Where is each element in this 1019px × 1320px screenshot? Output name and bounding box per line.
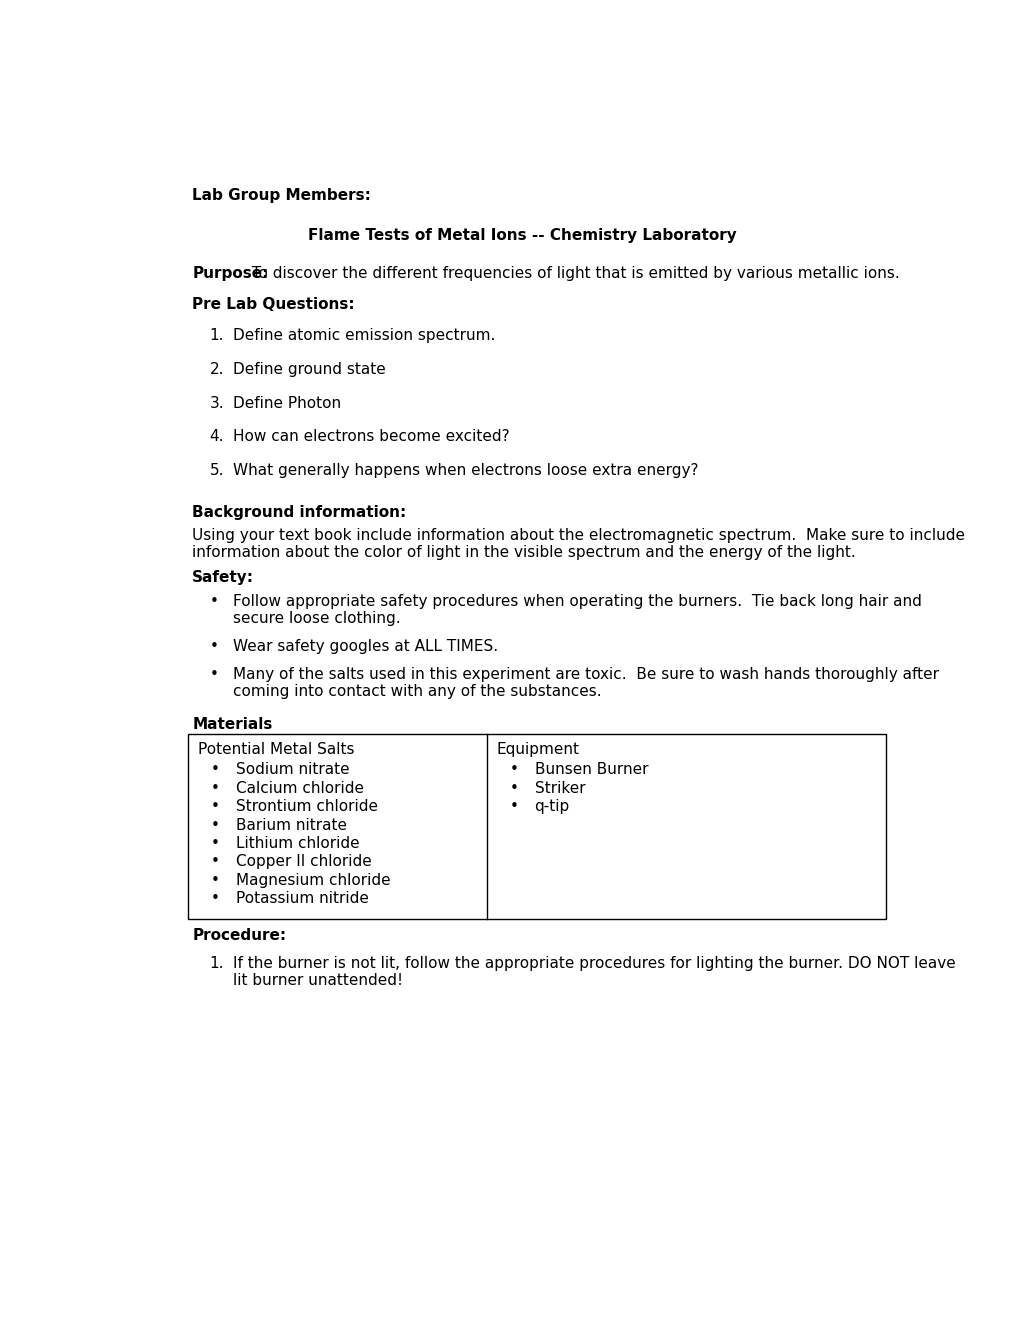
Text: If the burner is not lit, follow the appropriate procedures for lighting the bur: If the burner is not lit, follow the app… — [233, 956, 955, 972]
Text: Define ground state: Define ground state — [233, 362, 386, 376]
Text: •: • — [210, 780, 219, 796]
Text: Define Photon: Define Photon — [233, 396, 341, 411]
Text: 2.: 2. — [210, 362, 224, 376]
Text: Define atomic emission spectrum.: Define atomic emission spectrum. — [233, 327, 495, 343]
Text: Potential Metal Salts: Potential Metal Salts — [198, 742, 354, 758]
Text: 4.: 4. — [210, 429, 224, 445]
Text: •: • — [210, 762, 219, 777]
Text: Lab Group Members:: Lab Group Members: — [193, 187, 371, 203]
Text: •: • — [210, 891, 219, 907]
Text: Copper II chloride: Copper II chloride — [235, 854, 371, 870]
Text: Strontium chloride: Strontium chloride — [235, 799, 377, 814]
Text: 1.: 1. — [210, 327, 224, 343]
Text: Equipment: Equipment — [496, 742, 579, 758]
Text: Procedure:: Procedure: — [193, 928, 286, 944]
Text: lit burner unattended!: lit burner unattended! — [233, 973, 404, 989]
Text: •: • — [210, 594, 218, 610]
Text: Background information:: Background information: — [193, 506, 407, 520]
Text: •: • — [508, 780, 518, 796]
Text: Safety:: Safety: — [193, 570, 254, 585]
Text: 3.: 3. — [210, 396, 224, 411]
Text: How can electrons become excited?: How can electrons become excited? — [233, 429, 510, 445]
Text: q-tip: q-tip — [534, 799, 570, 814]
Text: •: • — [210, 667, 218, 681]
Text: Striker: Striker — [534, 780, 585, 796]
Text: Flame Tests of Metal Ions -- Chemistry Laboratory: Flame Tests of Metal Ions -- Chemistry L… — [308, 228, 737, 243]
Text: Magnesium chloride: Magnesium chloride — [235, 873, 390, 888]
Text: •: • — [210, 817, 219, 833]
FancyBboxPatch shape — [189, 734, 886, 919]
Text: •: • — [210, 854, 219, 870]
Text: Pre Lab Questions:: Pre Lab Questions: — [193, 297, 355, 312]
Text: •: • — [210, 873, 219, 888]
Text: •: • — [508, 762, 518, 777]
Text: Potassium nitride: Potassium nitride — [235, 891, 368, 907]
Text: Wear safety googles at ALL TIMES.: Wear safety googles at ALL TIMES. — [233, 639, 498, 653]
Text: Calcium chloride: Calcium chloride — [235, 780, 364, 796]
Text: secure loose clothing.: secure loose clothing. — [233, 611, 400, 626]
Text: What generally happens when electrons loose extra energy?: What generally happens when electrons lo… — [233, 463, 698, 478]
Text: Many of the salts used in this experiment are toxic.  Be sure to wash hands thor: Many of the salts used in this experimen… — [233, 667, 938, 681]
Text: Purpose:: Purpose: — [193, 267, 268, 281]
Text: •: • — [210, 836, 219, 851]
Text: Lithium chloride: Lithium chloride — [235, 836, 359, 851]
Text: 5.: 5. — [210, 463, 224, 478]
Text: •: • — [210, 799, 219, 814]
Text: Follow appropriate safety procedures when operating the burners.  Tie back long : Follow appropriate safety procedures whe… — [233, 594, 921, 610]
Text: Using your text book include information about the electromagnetic spectrum.  Ma: Using your text book include information… — [193, 528, 964, 543]
Text: information about the color of light in the visible spectrum and the energy of t: information about the color of light in … — [193, 545, 855, 560]
Text: coming into contact with any of the substances.: coming into contact with any of the subs… — [233, 684, 601, 698]
Text: 1.: 1. — [210, 956, 224, 972]
Text: •: • — [508, 799, 518, 814]
Text: Bunsen Burner: Bunsen Burner — [534, 762, 647, 777]
Text: Barium nitrate: Barium nitrate — [235, 817, 346, 833]
Text: Sodium nitrate: Sodium nitrate — [235, 762, 350, 777]
Text: To discover the different frequencies of light that is emitted by various metall: To discover the different frequencies of… — [242, 267, 899, 281]
Text: •: • — [210, 639, 218, 653]
Text: Materials: Materials — [193, 718, 272, 733]
